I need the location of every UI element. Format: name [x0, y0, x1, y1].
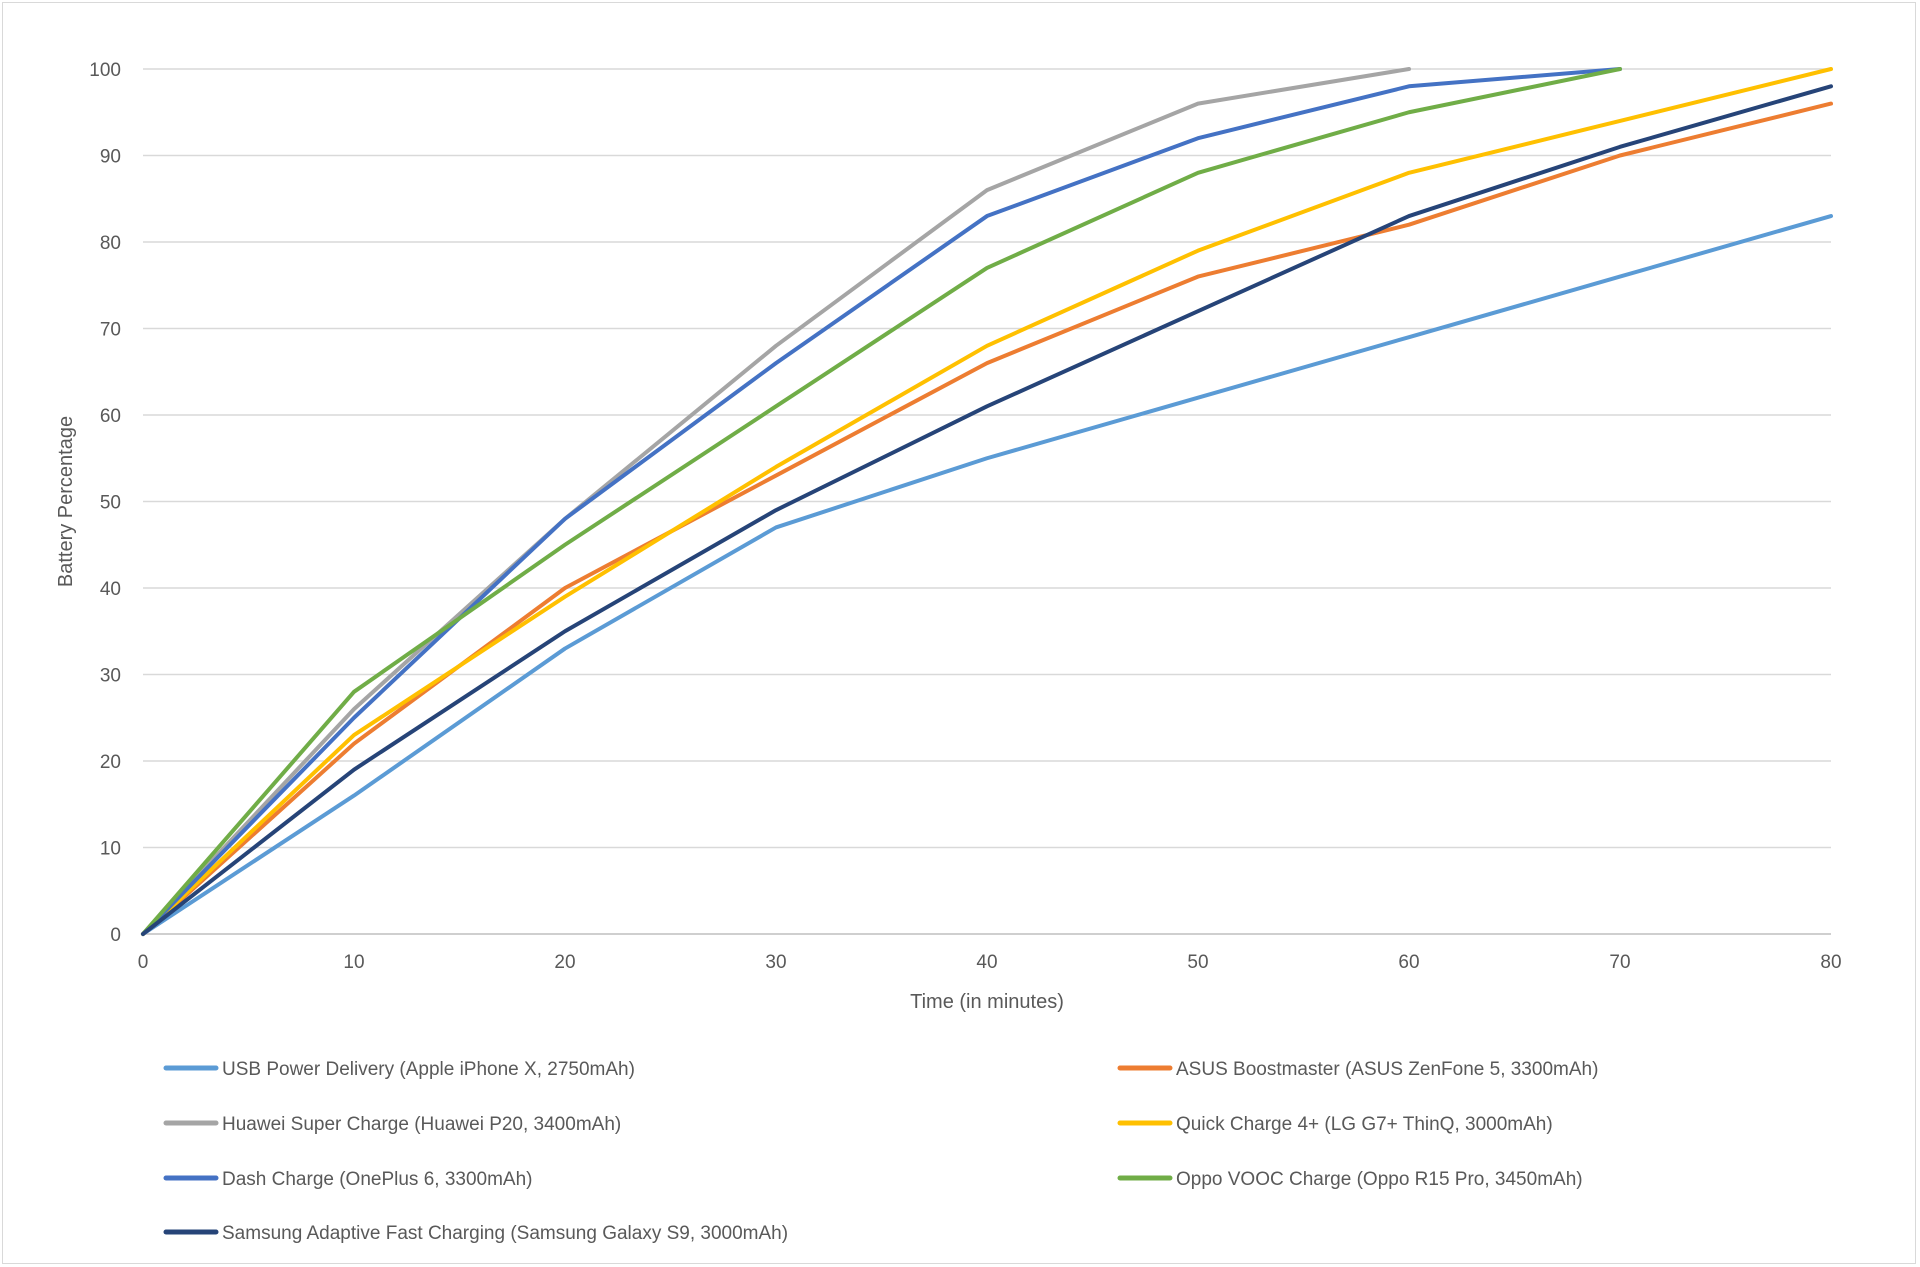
x-tick-label-30: 30 — [765, 952, 786, 973]
y-tick-label-30: 30 — [100, 666, 121, 687]
series-line-6 — [141, 67, 1622, 936]
series-line-5 — [141, 67, 1622, 936]
y-tick-label-50: 50 — [100, 493, 121, 514]
y-tick-label-100: 100 — [89, 60, 121, 81]
series-line-7 — [141, 84, 1833, 936]
y-tick-label-80: 80 — [100, 233, 121, 254]
series-line-3 — [141, 67, 1411, 936]
y-tick-label-0: 0 — [110, 925, 121, 946]
x-tick-label-10: 10 — [343, 952, 364, 973]
y-tick-label-90: 90 — [100, 147, 121, 168]
y-tick-label-10: 10 — [100, 839, 121, 860]
x-tick-label-50: 50 — [1187, 952, 1208, 973]
x-tick-label-80: 80 — [1820, 952, 1841, 973]
y-tick-label-70: 70 — [100, 320, 121, 341]
legend-label-3: Huawei Super Charge (Huawei P20, 3400mAh… — [222, 1114, 621, 1135]
legend-label-1: USB Power Delivery (Apple iPhone X, 2750… — [222, 1059, 635, 1080]
legend-label-7: Samsung Adaptive Fast Charging (Samsung … — [222, 1223, 788, 1244]
x-tick-label-20: 20 — [554, 952, 575, 973]
x-axis-title: Time (in minutes) — [910, 991, 1064, 1013]
y-tick-label-60: 60 — [100, 406, 121, 427]
x-axis-ticks: 0 10 20 30 40 50 60 70 80 — [138, 952, 1842, 973]
legend-label-4: Quick Charge 4+ (LG G7+ ThinQ, 3000mAh) — [1176, 1114, 1553, 1135]
series-lines — [141, 67, 1833, 936]
legend: USB Power Delivery (Apple iPhone X, 2750… — [163, 1059, 1598, 1244]
y-tick-label-20: 20 — [100, 752, 121, 773]
series-line-4 — [141, 67, 1833, 936]
legend-label-2: ASUS Boostmaster (ASUS ZenFone 5, 3300mA… — [1176, 1059, 1598, 1080]
legend-label-5: Dash Charge (OnePlus 6, 3300mAh) — [222, 1169, 533, 1190]
series-line-2 — [141, 101, 1833, 936]
x-tick-label-60: 60 — [1398, 952, 1419, 973]
y-axis-title: Battery Percentage — [55, 416, 77, 587]
x-tick-label-70: 70 — [1609, 952, 1630, 973]
y-axis-ticks: 0 10 20 30 40 50 60 70 80 90 100 — [89, 60, 121, 946]
series-line-1 — [141, 214, 1833, 936]
legend-label-6: Oppo VOOC Charge (Oppo R15 Pro, 3450mAh) — [1176, 1169, 1583, 1190]
gridlines — [143, 68, 1831, 935]
x-tick-label-0: 0 — [138, 952, 149, 973]
y-tick-label-40: 40 — [100, 579, 121, 600]
x-tick-label-40: 40 — [976, 952, 997, 973]
